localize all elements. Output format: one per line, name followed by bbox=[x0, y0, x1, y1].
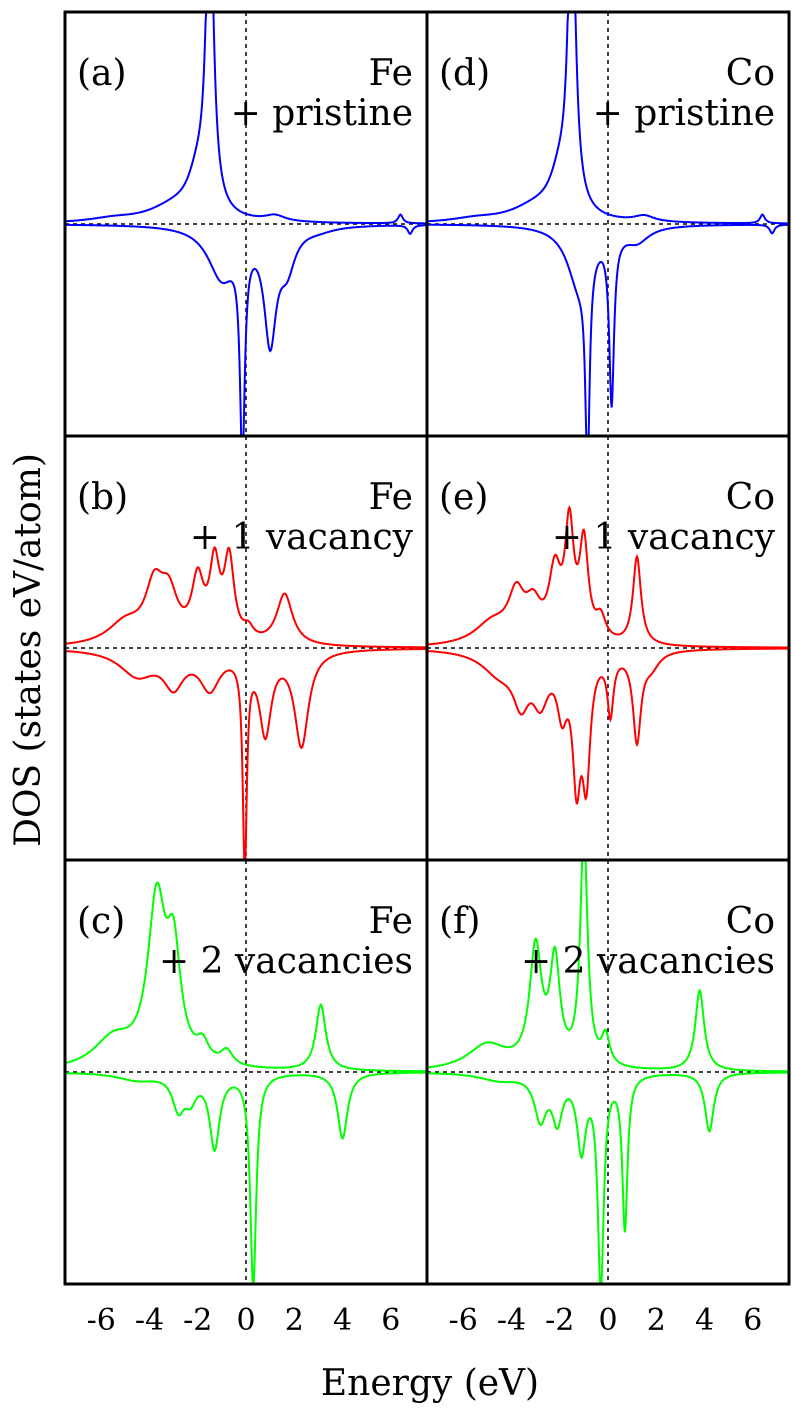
panel-label: (c) bbox=[77, 901, 125, 942]
dos-curve-spin-down bbox=[65, 647, 427, 860]
dos-curve-spin-down bbox=[427, 1071, 789, 1284]
x-tick-label: 4 bbox=[695, 1303, 714, 1338]
x-tick-label: -4 bbox=[135, 1303, 164, 1338]
dos-curve-spin-down bbox=[65, 1071, 427, 1284]
panel-label: (b) bbox=[77, 477, 128, 518]
x-tick-label: -2 bbox=[545, 1303, 574, 1338]
y-axis-label: DOS (states eV/atom) bbox=[8, 453, 49, 847]
panel-f: (f) Co+ 2 vacancies bbox=[425, 858, 791, 1286]
x-tick-label: -2 bbox=[183, 1303, 212, 1338]
panel-b: (b) Fe+ 1 vacancy bbox=[63, 434, 429, 862]
panel-e: (e) Co+ 1 vacancy bbox=[425, 434, 791, 862]
panel-frame bbox=[425, 858, 791, 1286]
x-tick-labels: -6 -4 -2 0 2 4 6 -6 -4 -2 0 2 4 6 bbox=[87, 1303, 763, 1338]
x-tick-label: 2 bbox=[285, 1303, 304, 1338]
dos-curve-spin-up bbox=[427, 860, 789, 1073]
panels: (a) Fe+ pristine(b) Fe+ 1 vacancy(c) Fe+ 2 … bbox=[63, 10, 791, 1286]
x-tick-label: -6 bbox=[449, 1303, 478, 1338]
panel-title-line: Fe bbox=[369, 53, 413, 94]
panel-title-line: + 1 vacancy bbox=[552, 517, 776, 558]
x-tick-label: 2 bbox=[647, 1303, 666, 1338]
panel-label: (f) bbox=[439, 901, 480, 942]
dos-curve-spin-up bbox=[65, 12, 427, 225]
dos-curve-spin-down bbox=[65, 223, 427, 436]
x-tick-label: 0 bbox=[598, 1303, 617, 1338]
dos-curve-spin-up bbox=[427, 505, 789, 649]
panel-title-line: + 2 vacancies bbox=[521, 941, 775, 982]
panel-label: (e) bbox=[439, 477, 488, 518]
dos-curve-spin-up bbox=[65, 546, 427, 649]
panel-title-line: + pristine bbox=[231, 93, 413, 134]
panel-d: (d) Co+ pristine bbox=[425, 10, 791, 438]
x-tick-label: 4 bbox=[333, 1303, 352, 1338]
panel-title-line: Fe bbox=[369, 477, 413, 518]
panel-c: (c) Fe+ 2 vacancies bbox=[63, 858, 429, 1286]
panel-label: (d) bbox=[439, 53, 490, 94]
x-tick-label: 0 bbox=[236, 1303, 255, 1338]
x-tick-label: -6 bbox=[87, 1303, 116, 1338]
dos-curve-spin-up bbox=[427, 12, 789, 225]
x-axis-label: Energy (eV) bbox=[321, 1363, 539, 1404]
x-tick-label: -4 bbox=[497, 1303, 526, 1338]
dos-curve-spin-down bbox=[427, 223, 789, 436]
panel-title-line: Co bbox=[726, 901, 775, 942]
dos-curve-spin-down bbox=[427, 647, 789, 805]
panel-title-line: + 2 vacancies bbox=[159, 941, 413, 982]
panel-title-line: + pristine bbox=[593, 93, 775, 134]
panel-label: (a) bbox=[77, 53, 127, 94]
panel-title-line: + 1 vacancy bbox=[190, 517, 414, 558]
panel-a: (a) Fe+ pristine bbox=[63, 10, 429, 438]
panel-title-line: Fe bbox=[369, 901, 413, 942]
panel-title-line: Co bbox=[726, 477, 775, 518]
x-tick-label: 6 bbox=[743, 1303, 762, 1338]
dos-curve-spin-up bbox=[65, 881, 427, 1073]
panel-title-line: Co bbox=[726, 53, 775, 94]
x-tick-label: 6 bbox=[381, 1303, 400, 1338]
